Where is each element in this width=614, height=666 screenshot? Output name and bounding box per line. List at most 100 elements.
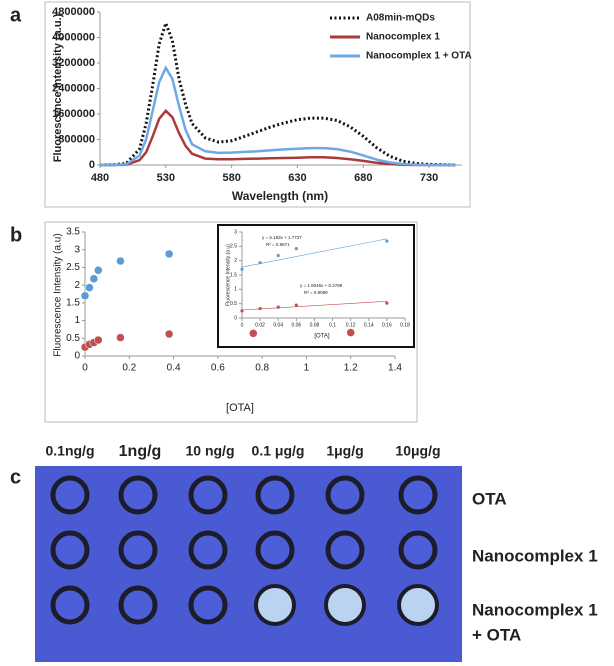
y-tick-label: 2	[234, 258, 237, 264]
spot	[254, 584, 296, 626]
x-tick-label: 0.08	[310, 322, 320, 328]
spot	[324, 584, 366, 626]
x-axis-title: [OTA]	[226, 402, 254, 414]
row-label: OTA	[472, 489, 507, 508]
spot	[118, 585, 158, 625]
y-tick-label: 1	[234, 287, 237, 293]
point	[164, 329, 174, 339]
spot	[118, 530, 158, 570]
point	[258, 261, 262, 265]
spot	[50, 585, 90, 625]
y-tick-label: 0	[74, 351, 80, 362]
spot	[50, 475, 90, 515]
x-tick-label: 0.4	[167, 363, 181, 374]
x-axis-title: [OTA]	[314, 334, 330, 340]
x-tick-label: 0.14	[364, 322, 374, 328]
point	[164, 249, 174, 259]
y-tick-label: 3200000	[52, 57, 95, 69]
x-tick-label: 0	[82, 363, 88, 374]
y-tick-label: 3.5	[66, 227, 80, 238]
x-tick-label: 0.1	[329, 322, 336, 328]
x-tick-label: 1.4	[388, 363, 402, 374]
spot	[188, 585, 228, 625]
panel-a-frame	[44, 1, 471, 208]
line	[100, 65, 456, 167]
y-tick-label: 1.5	[230, 272, 237, 278]
y-axis-title: Fluorescence Intensity (a.u)	[225, 244, 231, 306]
fit-equation: y = 1.9045x + 0.2789	[300, 283, 343, 288]
spot	[255, 530, 295, 570]
spot	[398, 530, 438, 570]
column-label: 1μg/g	[326, 443, 363, 459]
x-tick-label: 0.02	[255, 322, 265, 328]
spot	[50, 530, 90, 570]
row-label: + OTA	[472, 625, 521, 644]
spot	[118, 475, 158, 515]
column-label: 1ng/g	[119, 443, 162, 460]
point	[116, 256, 125, 266]
y-axis-title: Fluorescence Intensity (a.u.)	[52, 13, 64, 162]
point	[94, 335, 103, 345]
line	[99, 18, 456, 167]
y-tick-label: 1600000	[52, 108, 95, 120]
spot	[325, 475, 365, 515]
trendline	[241, 300, 387, 311]
x-tick-label: 730	[420, 172, 438, 184]
x-tick-label: 0.16	[382, 322, 392, 328]
legend-label: Nanocomplex 1 + OTA	[366, 51, 472, 62]
x-axis-title: Wavelength (nm)	[232, 189, 328, 203]
x-tick-label: 0.6	[211, 363, 225, 374]
x-tick-label: 0	[241, 322, 244, 328]
panel-label: b	[10, 224, 22, 246]
point	[89, 274, 99, 284]
spot	[397, 584, 439, 626]
inset-frame	[217, 224, 415, 348]
x-tick-label: 680	[354, 172, 372, 184]
spots	[50, 475, 439, 626]
point	[249, 329, 258, 338]
y-tick-label: 1	[74, 315, 80, 326]
x-tick-label: 1	[304, 363, 310, 374]
y-tick-label: 0	[89, 159, 95, 171]
plate-photo	[35, 466, 462, 662]
x-tick-label: 0.06	[291, 322, 301, 328]
x-tick-label: 480	[91, 172, 109, 184]
column-label: 10 ng/g	[185, 443, 234, 459]
x-tick-label: 0.8	[255, 363, 269, 374]
spot	[398, 475, 438, 515]
legend-label: A08min-mQDs	[366, 13, 435, 24]
y-tick-label: 800000	[58, 133, 95, 145]
y-axis-title: Fluorescence Intensity (a.u)	[53, 233, 64, 356]
y-tick-label: 2	[74, 280, 80, 291]
y-tick-label: 2.5	[66, 262, 80, 273]
point	[385, 239, 389, 243]
y-tick-label: 0.5	[230, 301, 237, 307]
spot	[188, 475, 228, 515]
column-label: 10μg/g	[395, 443, 440, 459]
line	[100, 108, 456, 167]
fit-equation: y = 6.183x + 1.7737	[262, 235, 302, 240]
spot	[188, 530, 228, 570]
x-tick-label: 630	[288, 172, 306, 184]
x-tick-label: 0.12	[346, 322, 356, 328]
point	[294, 247, 298, 251]
y-tick-label: 2400000	[52, 82, 95, 94]
x-tick-label: 0.04	[273, 322, 283, 328]
y-tick-label: 4800000	[52, 6, 95, 18]
y-tick-label: 2.5	[230, 244, 237, 250]
point	[346, 328, 355, 337]
point	[85, 283, 94, 292]
point	[276, 253, 280, 258]
spot	[325, 530, 365, 570]
point	[258, 306, 262, 311]
legend-label: Nanocomplex 1	[366, 32, 440, 43]
fit-r2: R² = 0.8671	[266, 242, 290, 247]
y-tick-label: 3	[234, 229, 237, 235]
y-tick-label: 0	[234, 315, 237, 321]
panel-label: a	[10, 4, 22, 26]
y-tick-label: 1.5	[66, 297, 80, 308]
point	[294, 303, 298, 307]
point	[276, 305, 280, 309]
point	[80, 291, 90, 301]
